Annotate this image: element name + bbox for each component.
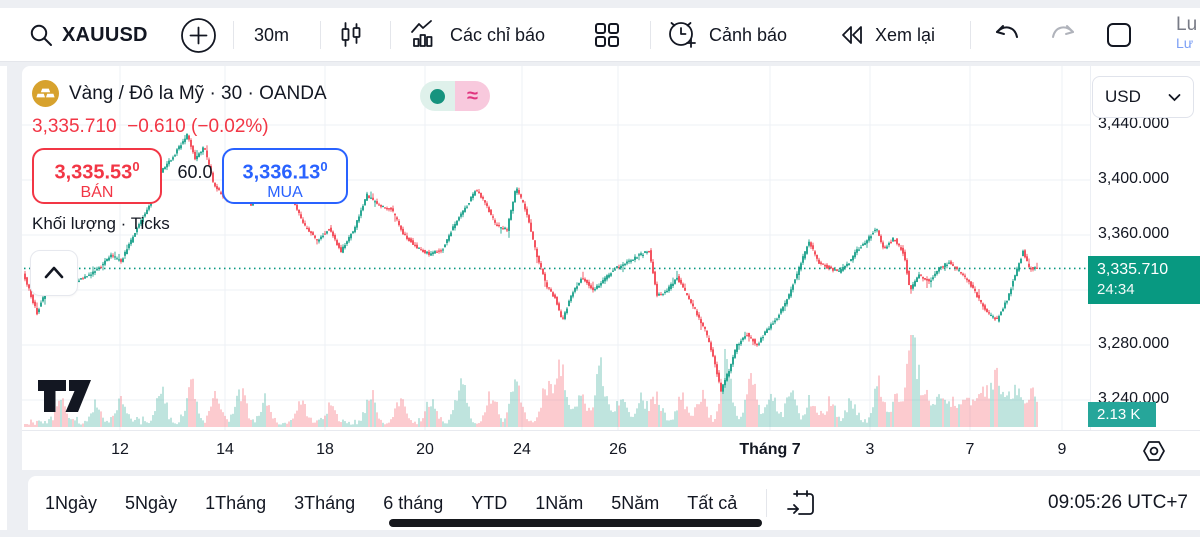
toolbar-divider — [650, 21, 651, 49]
rewind-icon — [842, 26, 862, 44]
fullscreen-icon[interactable] — [1104, 8, 1134, 62]
calendar-arrow-icon — [787, 490, 814, 515]
time-axis-label: Tháng 7 — [739, 441, 801, 458]
indicators-button[interactable]: Các chỉ báo — [408, 8, 545, 62]
sell-price-sup: 0 — [132, 159, 140, 174]
approx-icon: ≈ — [467, 85, 478, 107]
gold-symbol-icon — [32, 80, 59, 107]
volume-indicator-legend[interactable]: Khối lượng · Ticks — [32, 214, 170, 233]
time-axis-label: 3 — [865, 441, 875, 458]
price-change: −0.610 (−0.02%) — [127, 116, 269, 137]
sell-label: BÁN — [80, 183, 114, 201]
time-axis-label: 26 — [609, 441, 627, 458]
toolbar-divider — [390, 21, 391, 49]
current-price-label: 3,335.710 24:34 — [1088, 256, 1200, 304]
save-label: Lu — [1176, 14, 1198, 35]
sell-price: 3,335.53 — [54, 161, 133, 184]
time-axis-label: 20 — [416, 441, 434, 458]
save-button-clipped[interactable]: Lu Lư — [1176, 14, 1200, 58]
range-scrollbar[interactable] — [389, 519, 762, 527]
time-axis-label: 14 — [216, 441, 234, 458]
currency-dropdown[interactable]: USD — [1092, 76, 1194, 118]
time-axis-label: 12 — [111, 441, 129, 458]
price-axis-label: 3,440.000 — [1098, 115, 1170, 132]
collapse-panel-button[interactable] — [30, 250, 78, 296]
currency-label: USD — [1105, 87, 1141, 106]
buy-price-sup: 0 — [320, 159, 328, 174]
quick-settings-icon[interactable] — [1140, 437, 1168, 465]
replay-label: Xem lại — [875, 24, 936, 45]
time-axis[interactable]: 12 14 18 20 24 26 Tháng 7 3 7 9 — [22, 430, 1200, 470]
sell-button[interactable]: 3,335.530 BÁN — [32, 148, 162, 204]
go-to-date-button[interactable] — [786, 488, 816, 518]
alerts-label: Cảnh báo — [709, 24, 788, 45]
replay-button[interactable]: Xem lại — [838, 8, 935, 62]
top-toolbar: XAUUSD 30m Các chỉ báo Cảnh báo Xem lại … — [0, 8, 1200, 62]
range-button-1ngày[interactable]: 1Ngày — [45, 492, 98, 513]
indicators-icon — [411, 20, 433, 47]
toolbar-divider — [320, 21, 321, 49]
current-price-value: 3,335.710 — [1097, 261, 1169, 278]
alerts-button[interactable]: Cảnh báo — [664, 8, 787, 62]
range-button-1tháng[interactable]: 1Tháng — [205, 492, 267, 513]
range-button-5ngày[interactable]: 5Ngày — [125, 492, 178, 513]
range-button-5năm[interactable]: 5Năm — [611, 492, 660, 513]
indicators-label: Các chỉ báo — [450, 24, 546, 45]
market-status-toggle: ≈ — [420, 81, 490, 111]
range-button-3tháng[interactable]: 3Tháng — [294, 492, 356, 513]
market-open-toggle[interactable] — [420, 81, 455, 111]
toolbar-divider — [766, 489, 767, 517]
undo-button[interactable] — [992, 8, 1022, 62]
time-axis-label: 18 — [316, 441, 334, 458]
toolbar-divider — [233, 21, 234, 49]
alarm-plus-icon — [669, 22, 696, 48]
bottom-toolbar: 1Ngày 5Ngày 1Tháng 3Tháng 6 tháng YTD 1Năm 5Năm… — [28, 476, 1200, 530]
date-range-row: 1Ngày 5Ngày 1Tháng 3Tháng 6 tháng YTD 1Năm 5Năm… — [45, 476, 737, 530]
left-edge-panel — [0, 66, 7, 530]
buy-button[interactable]: 3,336.130 MUA — [222, 148, 348, 204]
time-axis-label: 7 — [965, 441, 975, 458]
approx-price-toggle[interactable]: ≈ — [455, 81, 490, 111]
tradingview-logo[interactable] — [36, 378, 94, 414]
open-dot-icon — [430, 88, 445, 104]
price-change-row: 3,335.710 −0.610 (−0.02%) — [32, 116, 269, 138]
bar-countdown: 24:34 — [1097, 281, 1135, 298]
chevron-up-icon — [44, 266, 64, 279]
compare-add-icon[interactable] — [180, 8, 217, 62]
price-axis-label: 3,280.000 — [1098, 335, 1170, 352]
layout-grid-icon[interactable] — [592, 8, 622, 62]
last-price: 3,335.710 — [32, 116, 117, 137]
search-icon[interactable] — [28, 8, 54, 62]
symbol-title[interactable]: Vàng / Đô la Mỹ · 30 · OANDA — [69, 82, 327, 104]
chart-style-candles-icon[interactable] — [336, 8, 366, 62]
range-button-tất-cả[interactable]: Tất cả — [687, 492, 738, 513]
symbol-button[interactable]: XAUUSD — [62, 23, 148, 46]
interval-button[interactable]: 30m — [254, 24, 290, 45]
buy-label: MUA — [267, 183, 303, 201]
clock-timezone-button[interactable]: 09:05:26 UTC+7 — [1048, 492, 1188, 513]
chart-panel: 3,440.0003,400.0003,360.0003,320.0003,28… — [22, 66, 1200, 470]
range-button-ytd[interactable]: YTD — [471, 492, 508, 513]
time-axis-label: 24 — [513, 441, 531, 458]
buy-price: 3,336.13 — [242, 161, 321, 184]
redo-button[interactable] — [1048, 8, 1078, 62]
price-axis[interactable] — [1090, 66, 1200, 430]
price-axis-label: 3,360.000 — [1098, 225, 1170, 242]
spread-value: 60.0 — [177, 162, 213, 182]
chevron-down-icon — [1168, 93, 1181, 101]
toolbar-divider — [970, 21, 971, 49]
price-axis-label: 3,400.000 — [1098, 170, 1170, 187]
range-button-6-tháng[interactable]: 6 tháng — [383, 492, 444, 513]
save-sublabel: Lư — [1176, 35, 1194, 51]
volume-value-label: 2.13 K — [1088, 402, 1156, 427]
range-button-1năm[interactable]: 1Năm — [535, 492, 584, 513]
time-axis-label: 9 — [1057, 441, 1067, 458]
